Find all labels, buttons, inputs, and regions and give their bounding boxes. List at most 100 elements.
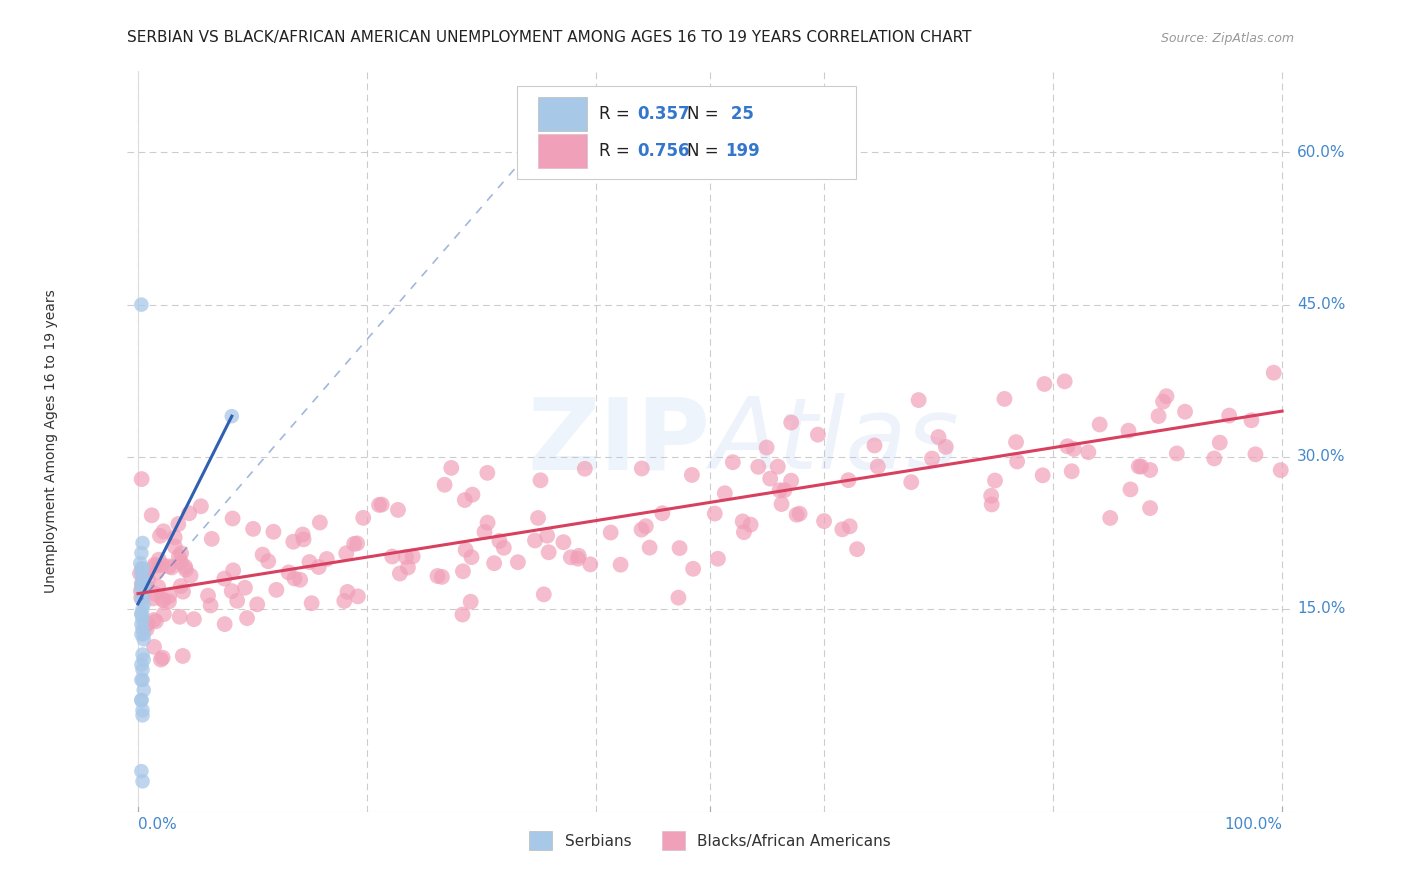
Point (167, 549, 190, 564)
Point (129, 566, 152, 581)
Point (145, 558, 167, 573)
Point (807, 427, 830, 442)
Point (352, 511, 374, 525)
Point (131, 648, 153, 662)
Point (149, 529, 172, 543)
Point (681, 467, 703, 482)
Point (536, 529, 558, 543)
Point (308, 560, 330, 574)
Point (371, 498, 394, 512)
Point (786, 508, 808, 522)
Point (135, 622, 157, 636)
Point (132, 577, 155, 591)
Point (148, 580, 170, 594)
Legend: Serbians, Blacks/African Americans: Serbians, Blacks/African Americans (523, 825, 897, 856)
Point (131, 657, 153, 672)
Point (266, 582, 288, 597)
Point (136, 616, 159, 631)
Point (863, 438, 886, 452)
Point (1033, 376, 1056, 391)
Point (553, 535, 575, 549)
Point (780, 474, 803, 488)
Point (838, 519, 860, 533)
Point (1156, 389, 1178, 403)
Point (301, 596, 323, 610)
Point (733, 525, 755, 540)
Point (131, 703, 153, 717)
Point (129, 584, 152, 599)
Point (131, 607, 153, 621)
Point (579, 558, 602, 572)
Point (131, 566, 153, 581)
Point (426, 569, 449, 583)
Point (292, 533, 315, 547)
Point (142, 591, 165, 606)
Point (131, 576, 153, 591)
Point (131, 607, 153, 621)
Point (346, 536, 368, 550)
Point (368, 498, 391, 512)
Point (283, 571, 305, 585)
Point (222, 563, 245, 577)
Point (1077, 445, 1099, 459)
Point (451, 607, 474, 622)
Point (150, 591, 173, 606)
Point (277, 566, 299, 580)
Text: 199: 199 (725, 142, 761, 161)
FancyBboxPatch shape (538, 96, 588, 131)
Point (172, 584, 194, 599)
Point (221, 511, 243, 525)
Point (283, 534, 305, 549)
Point (131, 298, 153, 312)
Text: SERBIAN VS BLACK/AFRICAN AMERICAN UNEMPLOYMENT AMONG AGES 16 TO 19 YEARS CORRELA: SERBIAN VS BLACK/AFRICAN AMERICAN UNEMPL… (127, 30, 972, 45)
Point (529, 473, 551, 487)
Point (1005, 435, 1028, 450)
Point (1204, 451, 1226, 466)
Point (131, 587, 153, 601)
Point (131, 673, 153, 687)
Point (430, 570, 453, 584)
Point (396, 560, 419, 574)
Text: N =: N = (686, 142, 724, 161)
Point (132, 576, 155, 591)
Point (336, 585, 359, 599)
Point (131, 622, 153, 636)
Point (1244, 447, 1267, 461)
Point (721, 455, 744, 469)
Point (703, 507, 725, 521)
Point (668, 541, 690, 555)
Text: 100.0%: 100.0% (1225, 817, 1282, 832)
Point (131, 617, 153, 632)
Point (984, 474, 1007, 488)
Point (134, 619, 156, 633)
Point (770, 497, 793, 511)
Point (143, 587, 166, 601)
Point (160, 560, 183, 574)
Text: 25: 25 (725, 104, 754, 123)
Point (288, 573, 311, 587)
Point (1240, 413, 1263, 427)
Point (145, 565, 167, 579)
Point (308, 516, 330, 530)
Point (333, 594, 356, 608)
Point (638, 541, 661, 555)
Point (157, 559, 180, 574)
Point (343, 537, 366, 551)
Text: R =: R = (599, 142, 636, 161)
FancyBboxPatch shape (517, 87, 856, 178)
Point (433, 477, 456, 491)
Point (200, 599, 222, 613)
Point (132, 632, 155, 647)
Point (131, 627, 153, 641)
Point (214, 617, 236, 632)
Point (129, 591, 152, 605)
Point (846, 542, 869, 557)
Point (131, 602, 153, 616)
Text: 15.0%: 15.0% (1296, 601, 1346, 616)
Point (1063, 442, 1085, 456)
Point (454, 542, 477, 557)
Text: N =: N = (686, 104, 724, 123)
Point (813, 514, 835, 528)
Point (477, 466, 499, 480)
Point (460, 550, 482, 565)
